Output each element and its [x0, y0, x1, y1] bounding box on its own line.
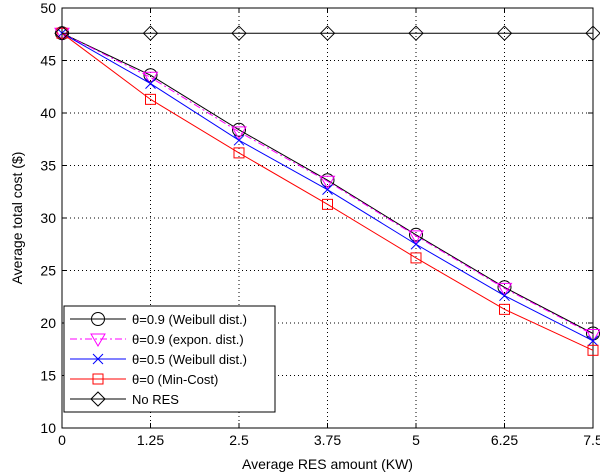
- series-2: [56, 27, 599, 347]
- series-line: [61, 32, 594, 351]
- legend-label: θ=0 (Min-Cost): [132, 372, 218, 387]
- data-point: [319, 25, 336, 41]
- legend-item: θ=0 (Min-Cost): [70, 372, 218, 387]
- data-point: [587, 335, 599, 347]
- data-point: [499, 303, 510, 315]
- y-tick-label: 50: [40, 0, 56, 16]
- legend-marker: [92, 373, 104, 385]
- series-1: [54, 27, 600, 343]
- data-point: [145, 78, 156, 89]
- legend-marker: [90, 391, 106, 407]
- data-point: [142, 71, 159, 86]
- y-tick-label: 40: [40, 105, 56, 121]
- x-tick-label: 2.5: [229, 432, 249, 448]
- legend: θ=0.9 (Weibull dist.) θ=0.9 (expon. dist.…: [63, 305, 276, 413]
- data-point: [408, 230, 424, 244]
- series-3: [56, 27, 599, 356]
- legend-marker: [90, 333, 106, 347]
- series-line: [61, 32, 594, 335]
- data-point: [499, 290, 510, 302]
- series-0: [55, 26, 600, 341]
- y-axis-label: Average total cost ($): [9, 152, 25, 285]
- data-point: [233, 134, 245, 146]
- legend-label: θ=0.9 (expon. dist.): [132, 332, 244, 347]
- y-tick-label: 25: [40, 263, 56, 279]
- data-point: [496, 25, 513, 41]
- axis-ticks: 0 1.25 2.5 3.75 5 6.25 7.5 10 15 20 25 30 35 40 45 50: [40, 0, 600, 448]
- x-tick-label: 0: [58, 432, 66, 448]
- series-4: [54, 25, 600, 41]
- data-point: [496, 282, 513, 297]
- y-tick-label: 10: [40, 420, 56, 436]
- data-point: [145, 93, 156, 105]
- data-point: [231, 25, 247, 41]
- data-point: [231, 126, 247, 140]
- data-point: [409, 227, 423, 242]
- data-point: [322, 198, 333, 210]
- legend-label: θ=0.9 (Weibull dist.): [132, 312, 247, 327]
- data-point: [587, 344, 599, 356]
- data-point: [410, 238, 422, 250]
- x-tick-label: 3.75: [314, 432, 341, 448]
- data-point: [320, 173, 335, 188]
- legend-marker: [92, 353, 104, 365]
- y-tick-label: 35: [40, 158, 56, 174]
- data-point: [497, 280, 512, 295]
- legend-item: θ=0.9 (Weibull dist.): [70, 312, 247, 327]
- y-tick-label: 30: [40, 210, 56, 226]
- legend-marker: [91, 312, 105, 326]
- data-point: [410, 252, 422, 264]
- data-point: [233, 147, 245, 159]
- x-axis-label: Average RES amount (KW): [242, 456, 413, 472]
- x-tick-label: 5: [412, 432, 420, 448]
- data-point: [585, 25, 600, 41]
- y-tick-label: 15: [40, 368, 56, 384]
- legend-label: θ=0.5 (Weibull dist.): [132, 352, 247, 367]
- data-point: [585, 329, 600, 343]
- series-group: [54, 25, 600, 356]
- data-point: [142, 25, 159, 41]
- data-point: [54, 25, 70, 41]
- y-tick-label: 45: [40, 53, 56, 69]
- data-point: [319, 175, 336, 190]
- data-point: [322, 184, 333, 196]
- x-tick-label: 6.25: [491, 432, 518, 448]
- data-point: [143, 68, 158, 83]
- data-point: [408, 25, 424, 41]
- x-tick-label: 7.5: [583, 432, 600, 448]
- legend-item: θ=0.9 (expon. dist.): [70, 332, 244, 347]
- legend-item: θ=0.5 (Weibull dist.): [70, 352, 247, 367]
- legend-label: No RES: [132, 392, 179, 407]
- y-tick-label: 20: [40, 315, 56, 331]
- x-tick-label: 1.25: [137, 432, 164, 448]
- series-line: [61, 32, 594, 334]
- data-point: [232, 122, 246, 137]
- legend-item: No RES: [70, 391, 179, 407]
